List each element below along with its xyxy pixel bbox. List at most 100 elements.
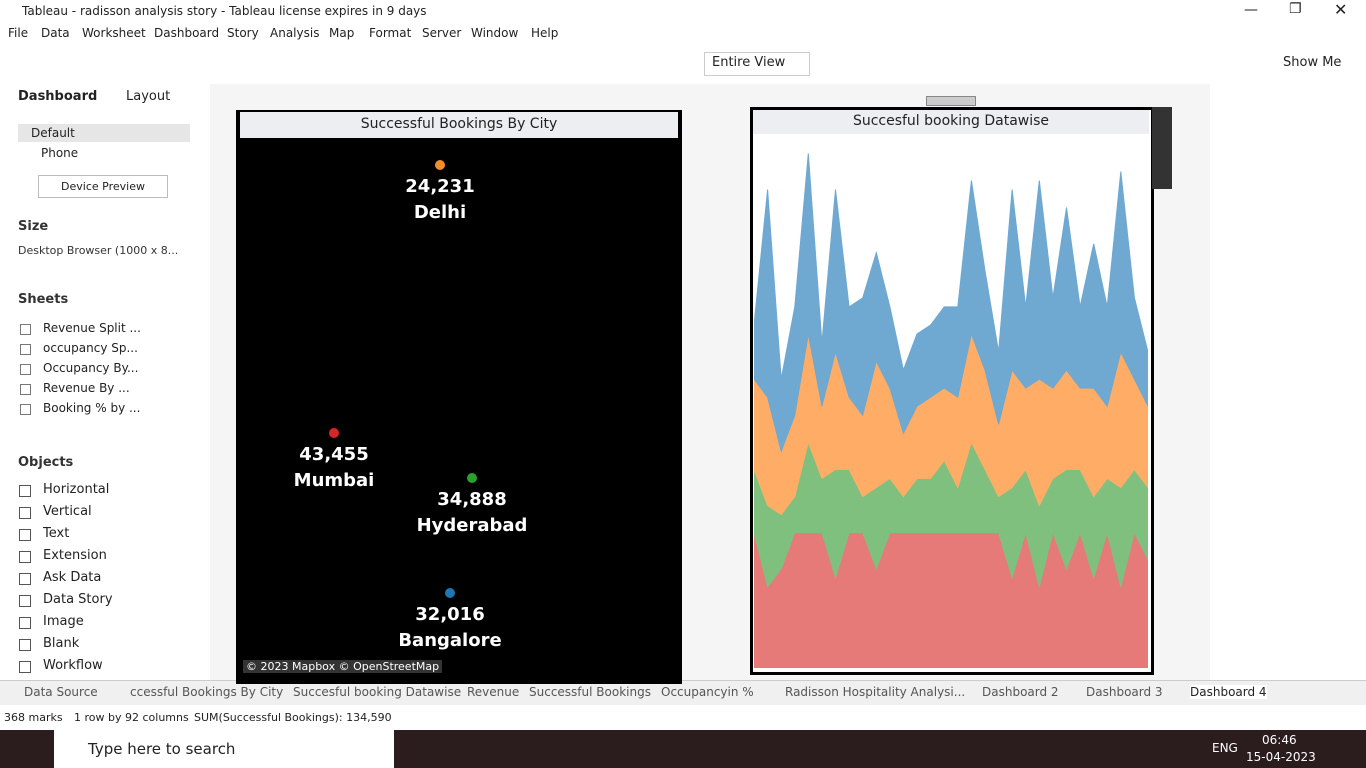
menu-item[interactable]: Format: [369, 26, 412, 40]
search-placeholder: Type here to search: [88, 740, 236, 758]
object-icon: [19, 551, 31, 563]
city-name: Bangalore: [398, 630, 502, 651]
sheet-icon: [20, 324, 31, 335]
map-frame: [236, 110, 682, 684]
object-icon: [19, 485, 31, 497]
panel-tab[interactable]: Dashboard: [18, 89, 98, 104]
sheet-tab[interactable]: Revenue: [467, 685, 520, 699]
search-box[interactable]: [54, 730, 394, 768]
object-item[interactable]: Ask Data: [43, 570, 102, 585]
menu-item[interactable]: Data: [41, 26, 70, 40]
object-icon: [19, 595, 31, 607]
clock-time: 06:46: [1262, 733, 1297, 747]
status-item: 368 marks: [4, 711, 63, 724]
sheet-item[interactable]: Occupancy By...: [43, 361, 139, 375]
sheet-tab[interactable]: Occupancyin %: [661, 685, 754, 699]
map-attribution: © 2023 Mapbox © OpenStreetMap: [243, 660, 443, 673]
sheet-tab[interactable]: Data Source: [24, 685, 98, 699]
sheet-tab[interactable]: Dashboard 4: [1190, 685, 1267, 699]
device-option[interactable]: Default: [31, 126, 75, 140]
status-bar: [0, 705, 1366, 730]
device-selected: [18, 124, 190, 142]
city-dot[interactable]: [445, 588, 455, 598]
city-name: Hyderabad: [416, 515, 528, 536]
city-value: 34,888: [437, 489, 507, 510]
object-item[interactable]: Extension: [43, 548, 107, 563]
section-heading: Objects: [18, 455, 74, 470]
sheet-icon: [20, 344, 31, 355]
menu-item[interactable]: Analysis: [270, 26, 320, 40]
object-item[interactable]: Data Story: [43, 592, 113, 607]
sheet-tab-bar: [0, 680, 1366, 706]
fit-dropdown[interactable]: [704, 52, 810, 76]
object-item[interactable]: Blank: [43, 636, 80, 651]
sheet-tab[interactable]: Succesful booking Datawise: [293, 685, 462, 699]
menu-item[interactable]: Worksheet: [82, 26, 146, 40]
sheet-item[interactable]: Revenue Split ...: [43, 321, 141, 335]
object-icon: [19, 573, 31, 585]
section-heading: Sheets: [18, 292, 69, 307]
status-item: SUM(Successful Bookings): 134,590: [194, 711, 392, 724]
object-icon: [19, 639, 31, 651]
minimize-button[interactable]: —: [1244, 2, 1258, 18]
object-icon: [19, 529, 31, 541]
panel-tab[interactable]: Layout: [126, 89, 171, 104]
window-title: Tableau - radisson analysis story - Tabl…: [22, 4, 427, 18]
sheet-item[interactable]: Booking % by ...: [43, 401, 141, 415]
city-dot[interactable]: [467, 473, 477, 483]
sheet-tab[interactable]: ccessful Bookings By City: [130, 685, 284, 699]
size-value[interactable]: Desktop Browser (1000 x 8...: [18, 244, 179, 257]
menu-item[interactable]: Dashboard: [154, 26, 220, 40]
object-item[interactable]: Text: [43, 526, 70, 541]
sheet-tab[interactable]: Successful Bookings: [529, 685, 651, 699]
city-dot[interactable]: [435, 160, 445, 170]
object-item[interactable]: Vertical: [43, 504, 92, 519]
city-value: 32,016: [415, 604, 485, 625]
object-item[interactable]: Workflow: [43, 658, 103, 673]
object-icon: [19, 507, 31, 519]
close-button[interactable]: ✕: [1334, 0, 1348, 19]
menu-item[interactable]: Story: [227, 26, 259, 40]
side-panel: [0, 84, 211, 680]
restore-button[interactable]: ❐: [1289, 1, 1302, 17]
device-option[interactable]: Phone: [41, 146, 79, 160]
canvas-margin: [1210, 84, 1366, 680]
clock-date: 15-04-2023: [1246, 750, 1316, 764]
menu-item[interactable]: Help: [531, 26, 559, 40]
menu-item[interactable]: Map: [329, 26, 355, 40]
sheet-icon: [20, 404, 31, 415]
area-band: [754, 153, 1148, 453]
chart-title-bar: Succesful booking Datawise: [753, 110, 1149, 134]
sheet-item[interactable]: occupancy Sp...: [43, 341, 138, 355]
device-preview-button[interactable]: Device Preview: [38, 175, 168, 198]
object-item[interactable]: Image: [43, 614, 84, 629]
section-heading: Size: [18, 219, 49, 234]
object-item[interactable]: Horizontal: [43, 482, 110, 497]
sheet-icon: [20, 384, 31, 395]
menu-item[interactable]: Window: [471, 26, 519, 40]
menu-item[interactable]: File: [8, 26, 29, 40]
city-name: Delhi: [413, 202, 467, 223]
drag-handle[interactable]: [926, 96, 976, 106]
status-item: 1 row by 92 columns: [74, 711, 189, 724]
area-chart: [754, 153, 1148, 668]
sheet-icon: [20, 364, 31, 375]
menu-item[interactable]: Server: [422, 26, 462, 40]
sheet-tab[interactable]: Dashboard 2: [982, 685, 1059, 699]
object-icon: [19, 617, 31, 629]
title-bar: [0, 0, 1366, 22]
language: ENG: [1212, 741, 1238, 755]
city-name: Mumbai: [293, 470, 375, 491]
show-me[interactable]: Show Me: [1283, 55, 1342, 70]
map-title-bar: Successful Bookings By City: [240, 112, 678, 138]
city-value: 24,231: [405, 176, 475, 197]
sheet-tab[interactable]: Radisson Hospitality Analysi...: [785, 685, 966, 699]
floating-toolbar[interactable]: [1152, 107, 1172, 189]
city-value: 43,455: [299, 444, 369, 465]
city-dot[interactable]: [329, 428, 339, 438]
object-icon: [19, 661, 31, 673]
sheet-item[interactable]: Revenue By ...: [43, 381, 130, 395]
sheet-tab[interactable]: Dashboard 3: [1086, 685, 1163, 699]
toolbar: [0, 44, 1366, 85]
